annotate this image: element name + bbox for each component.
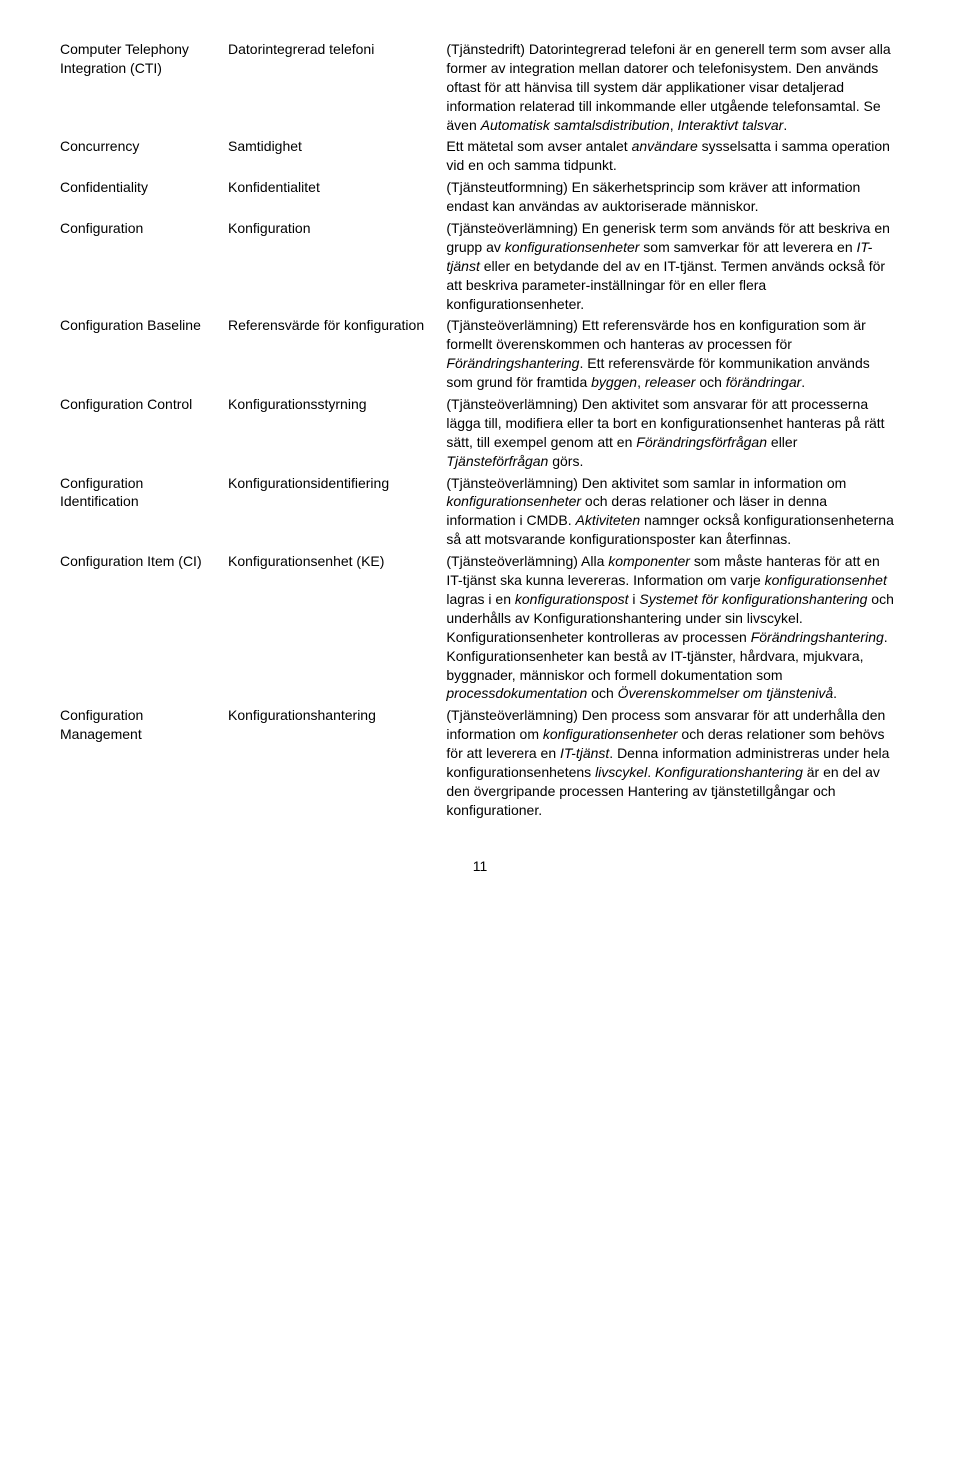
definition: (Tjänsteutformning) En säkerhetsprincip … — [446, 178, 900, 219]
document-container: Computer Telephony Integration (CTI)Dato… — [60, 40, 900, 874]
table-row: Configuration ControlKonfigurationsstyrn… — [60, 395, 900, 474]
page-number: 11 — [60, 858, 900, 874]
definition: (Tjänsteöverlämning) Den aktivitet som a… — [446, 395, 900, 474]
term-english: Concurrency — [60, 137, 228, 178]
table-row: Configuration IdentificationKonfiguratio… — [60, 474, 900, 553]
definition: (Tjänsteöverlämning) Den aktivitet som s… — [446, 474, 900, 553]
table-row: ConfigurationKonfiguration(Tjänsteöverlä… — [60, 219, 900, 316]
term-english: Configuration Item (CI) — [60, 552, 228, 706]
glossary-table: Computer Telephony Integration (CTI)Dato… — [60, 40, 900, 823]
term-english: Configuration — [60, 219, 228, 316]
definition: (Tjänsteöverlämning) Den process som ans… — [446, 706, 900, 822]
term-swedish: Konfidentialitet — [228, 178, 446, 219]
table-row: Configuration Item (CI)Konfigurationsenh… — [60, 552, 900, 706]
definition: (Tjänsteöverlämning) Alla komponenter so… — [446, 552, 900, 706]
term-swedish: Konfigurationsenhet (KE) — [228, 552, 446, 706]
term-swedish: Konfiguration — [228, 219, 446, 316]
definition: (Tjänsteöverlämning) Ett referensvärde h… — [446, 316, 900, 395]
term-english: Computer Telephony Integration (CTI) — [60, 40, 228, 137]
glossary-body: Computer Telephony Integration (CTI)Dato… — [60, 40, 900, 823]
term-swedish: Konfigurationsstyrning — [228, 395, 446, 474]
table-row: ConcurrencySamtidighetEtt mätetal som av… — [60, 137, 900, 178]
term-swedish: Referensvärde för konfiguration — [228, 316, 446, 395]
table-row: ConfidentialityKonfidentialitet(Tjänsteu… — [60, 178, 900, 219]
definition: (Tjänsteöverlämning) En generisk term so… — [446, 219, 900, 316]
term-english: Configuration Baseline — [60, 316, 228, 395]
table-row: Configuration ManagementKonfigurationsha… — [60, 706, 900, 822]
term-english: Configuration Identification — [60, 474, 228, 553]
term-swedish: Konfigurationsidentifiering — [228, 474, 446, 553]
term-english: Confidentiality — [60, 178, 228, 219]
term-english: Configuration Management — [60, 706, 228, 822]
term-swedish: Samtidighet — [228, 137, 446, 178]
definition: (Tjänstedrift) Datorintegrerad telefoni … — [446, 40, 900, 137]
table-row: Configuration BaselineReferensvärde för … — [60, 316, 900, 395]
term-swedish: Konfigurationshantering — [228, 706, 446, 822]
definition: Ett mätetal som avser antalet användare … — [446, 137, 900, 178]
table-row: Computer Telephony Integration (CTI)Dato… — [60, 40, 900, 137]
term-english: Configuration Control — [60, 395, 228, 474]
term-swedish: Datorintegrerad telefoni — [228, 40, 446, 137]
